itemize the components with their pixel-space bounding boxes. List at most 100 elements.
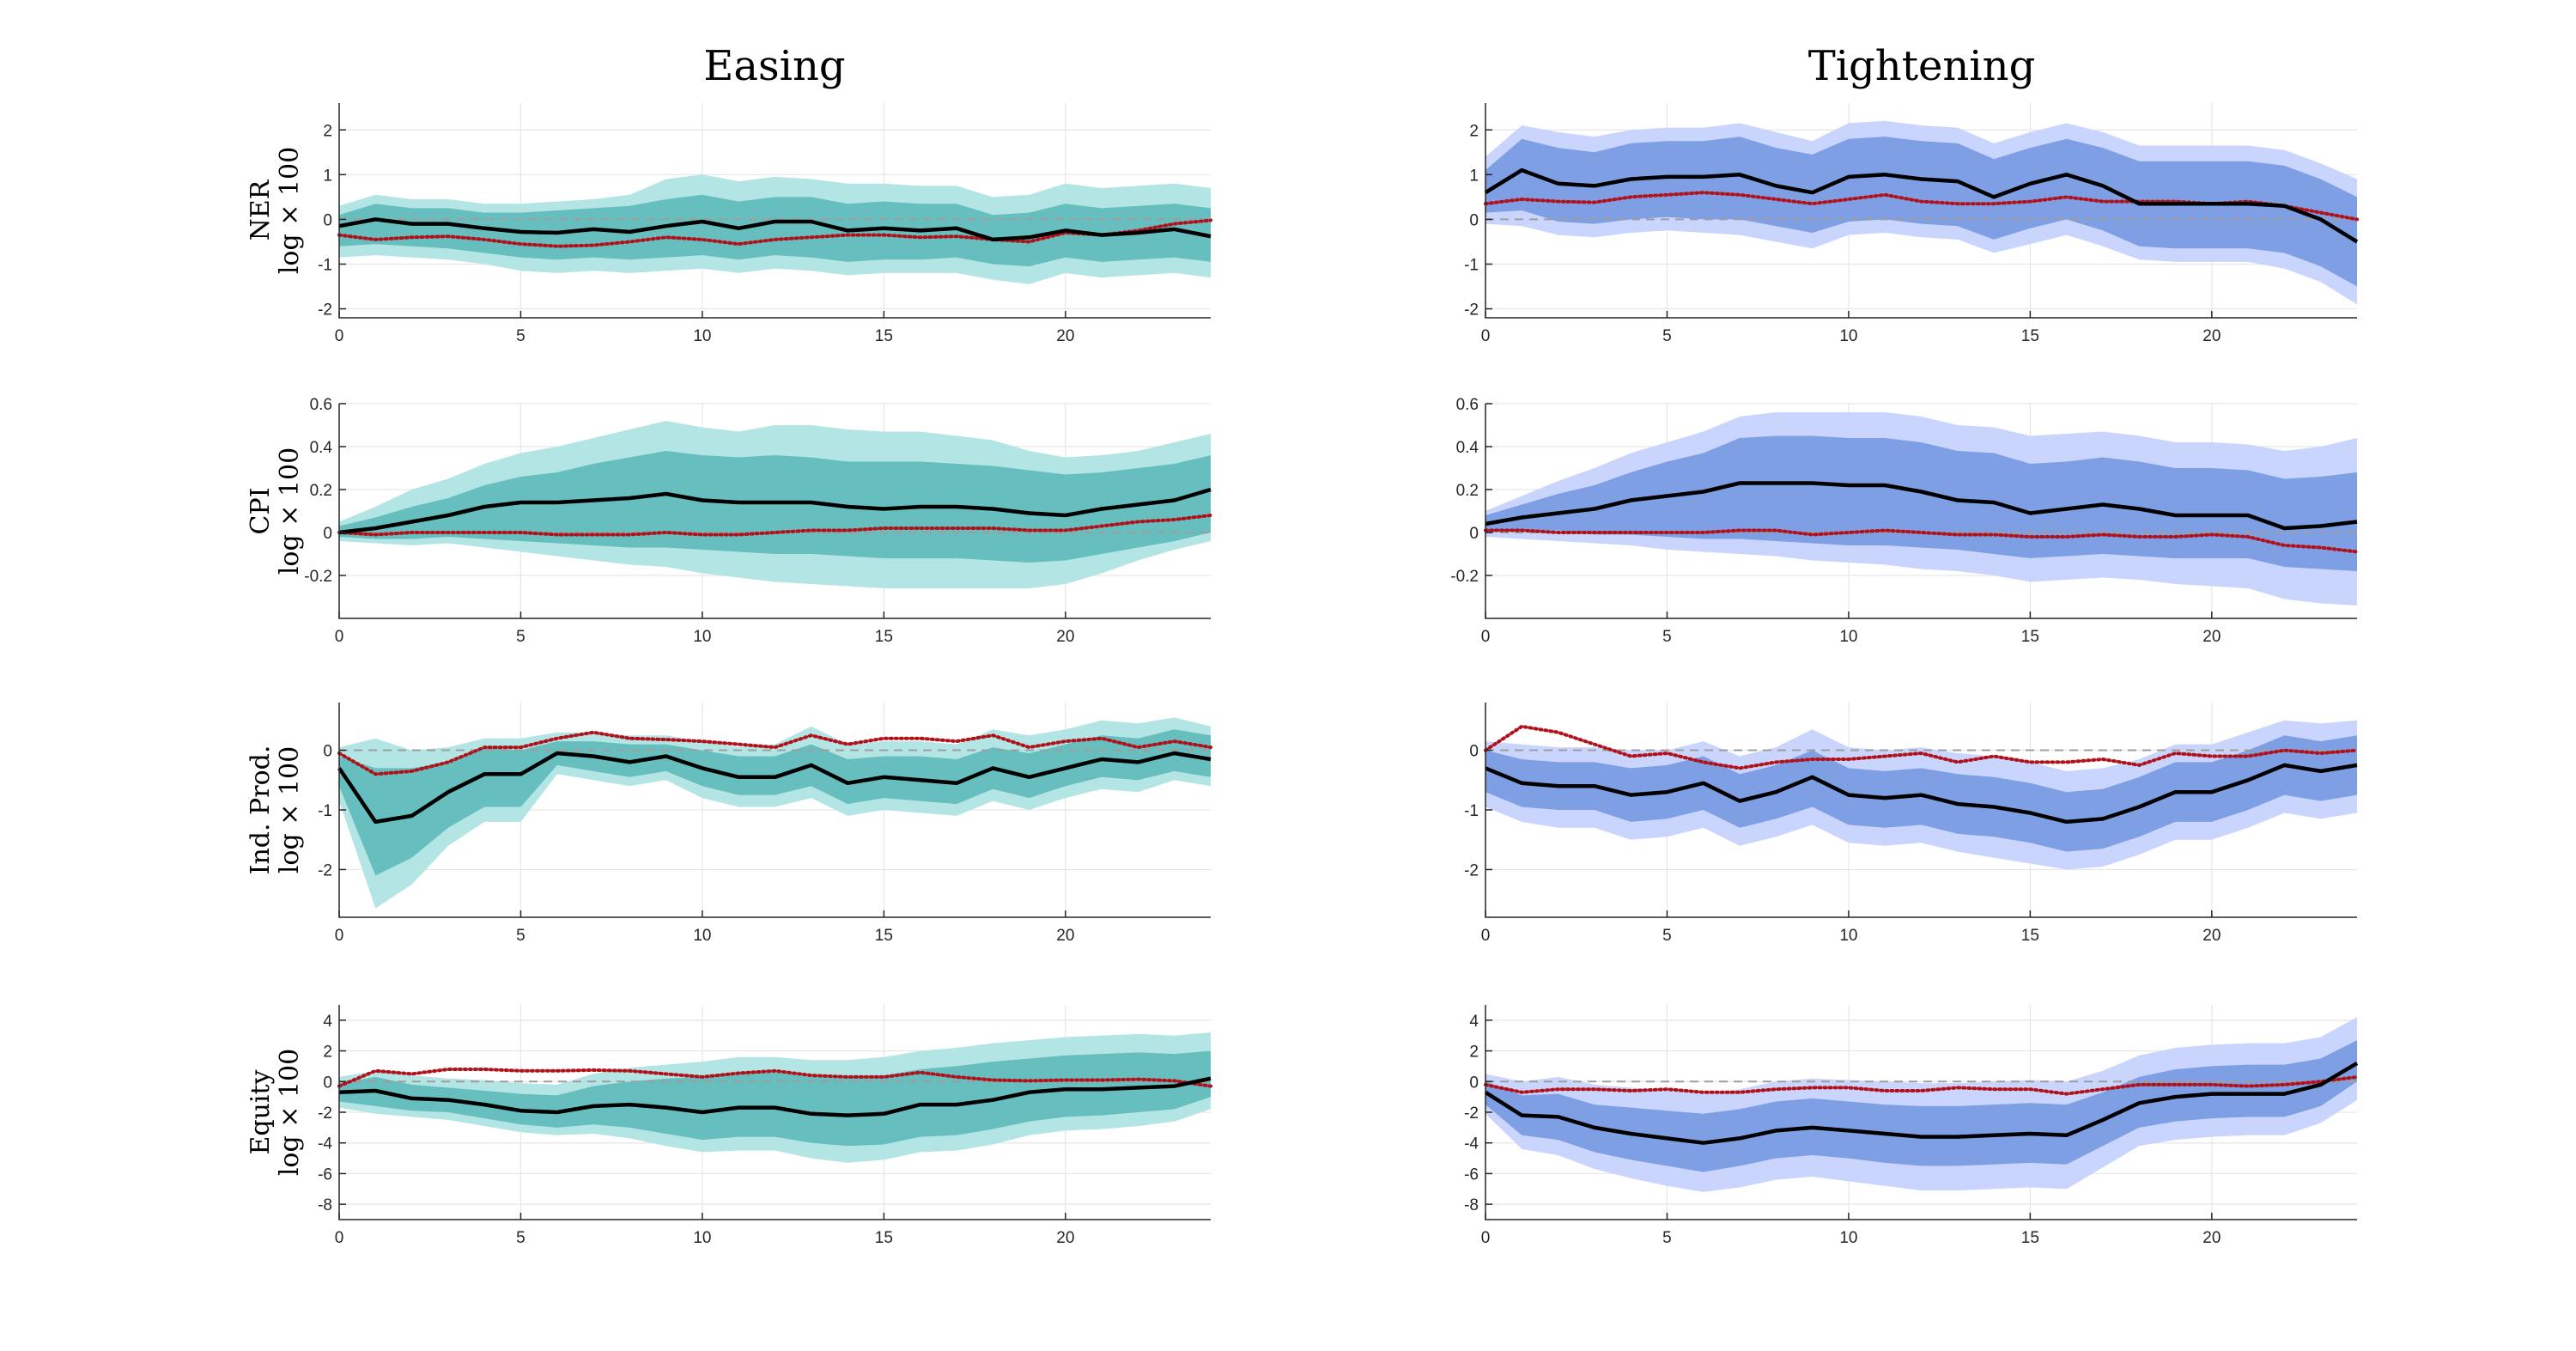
- y-tick-label: 2: [1469, 1044, 1479, 1062]
- y-tick-label: -1: [1464, 257, 1479, 275]
- x-tick-label: 15: [875, 628, 893, 646]
- y-tick-label: 2: [323, 1044, 332, 1062]
- y-axis-label-units: log × 100: [275, 746, 305, 873]
- reference-line-tightening-3: [1484, 724, 2359, 770]
- x-tick-label: 20: [2202, 327, 2221, 345]
- x-tick-label: 15: [875, 327, 893, 345]
- x-tick-label: 5: [516, 628, 526, 646]
- y-tick-label: -8: [1464, 1196, 1479, 1214]
- y-axis-label-variable: CPI: [246, 488, 276, 535]
- inner-band-easing-3: [339, 729, 1211, 876]
- y-tick-label: 0.2: [1456, 482, 1479, 500]
- y-tick-label: 0.4: [1456, 439, 1479, 457]
- x-tick-label: 0: [1481, 1229, 1491, 1247]
- x-tick-label: 5: [516, 927, 526, 945]
- y-axis-label-units: log × 100: [275, 147, 305, 274]
- x-tick-label: 10: [1839, 327, 1857, 345]
- x-tick-label: 5: [1662, 1229, 1672, 1247]
- column-title-easing: Easing: [703, 42, 845, 90]
- y-tick-label: -6: [1464, 1165, 1479, 1184]
- y-axis-label-variable: NER: [246, 179, 276, 240]
- x-tick-label: 20: [1056, 927, 1074, 945]
- panel-tightening-4: 0 5 10 15 20 -8 -6 -4 -2 0 2 4: [1464, 1005, 2359, 1247]
- y-tick-label: 2: [1469, 122, 1479, 140]
- x-tick-label: 10: [1839, 1229, 1857, 1247]
- x-tick-label: 15: [2021, 927, 2039, 945]
- column-title-tightening: Tightening: [1808, 42, 2036, 90]
- panel-tightening-3: 0 5 10 15 20 -2 -1 0: [1464, 703, 2359, 945]
- y-tick-label: 0: [1469, 743, 1479, 761]
- x-tick-label: 10: [693, 927, 711, 945]
- y-tick-label: 0: [1469, 525, 1479, 543]
- x-tick-label: 15: [875, 1229, 893, 1247]
- panel-tightening-1: 0 5 10 15 20 -2 -1 0 1 2: [1464, 103, 2359, 345]
- y-tick-label: 0: [323, 743, 332, 761]
- x-tick-label: 0: [1481, 628, 1491, 646]
- x-tick-label: 10: [693, 327, 711, 345]
- x-tick-label: 5: [1662, 327, 1672, 345]
- y-tick-label: 0: [323, 211, 332, 229]
- x-tick-label: 0: [1481, 327, 1491, 345]
- x-tick-label: 20: [1056, 628, 1074, 646]
- median-line-tightening-2: [1485, 481, 2358, 531]
- reference-line-easing-4: [337, 1068, 1212, 1088]
- reference-line-easing-2: [337, 514, 1212, 537]
- y-tick-label: -8: [318, 1196, 332, 1214]
- y-axis-label-units: log × 100: [275, 447, 305, 575]
- y-axis-label-variable: Ind. Prod.: [246, 745, 276, 875]
- y-axis-label-units: log × 100: [275, 1049, 305, 1176]
- y-tick-label: -2: [318, 1105, 332, 1123]
- y-tick-label: 1: [323, 167, 332, 185]
- y-tick-label: -6: [318, 1165, 332, 1184]
- x-tick-label: 10: [693, 628, 711, 646]
- y-tick-label: 1: [1469, 167, 1479, 185]
- x-tick-label: 15: [875, 927, 893, 945]
- y-tick-label: 0: [1469, 1074, 1479, 1092]
- y-tick-label: -1: [1464, 802, 1479, 820]
- x-tick-label: 0: [335, 1229, 344, 1247]
- x-tick-label: 15: [2021, 327, 2039, 345]
- y-tick-label: 0.6: [1456, 396, 1479, 414]
- y-tick-label: 0: [323, 1074, 332, 1092]
- x-tick-label: 5: [516, 327, 526, 345]
- y-tick-label: -0.2: [304, 568, 332, 586]
- y-tick-label: 0: [1469, 211, 1479, 229]
- y-tick-label: -2: [1464, 861, 1479, 879]
- panel-easing-4: 0 5 10 15 20 -8 -6 -4 -2 0 2 4 Equity log × 100: [246, 1005, 1212, 1247]
- x-tick-label: 10: [1839, 927, 1857, 945]
- reference-line-tightening-2: [1484, 528, 2359, 554]
- y-tick-label: 2: [323, 122, 332, 140]
- reference-line-easing-3: [337, 730, 1212, 776]
- inner-band-easing-4: [339, 1050, 1211, 1147]
- x-tick-label: 20: [1056, 327, 1074, 345]
- y-tick-label: 0: [323, 525, 332, 543]
- y-tick-label: 0.4: [310, 439, 333, 457]
- median-line-tightening-1: [1484, 167, 2359, 244]
- y-tick-label: -0.2: [1450, 568, 1479, 586]
- y-tick-label: 4: [1469, 1013, 1479, 1031]
- y-tick-label: -4: [318, 1135, 332, 1153]
- y-tick-label: 0.6: [310, 396, 332, 414]
- panel-tightening-2: 0 5 10 15 20 -0.2 0 0.2 0.4 0.6: [1450, 396, 2359, 646]
- y-tick-label: 4: [323, 1013, 332, 1031]
- y-tick-label: -2: [318, 301, 332, 319]
- median-line-easing-1: [338, 217, 1212, 242]
- median-line-easing-4: [338, 1076, 1212, 1117]
- x-tick-label: 15: [2021, 628, 2039, 646]
- x-tick-label: 0: [335, 628, 344, 646]
- x-tick-label: 0: [1481, 927, 1491, 945]
- panel-easing-2: 0 5 10 15 20 -0.2 0 0.2 0.4 0.6 CPI log × 100: [246, 396, 1212, 646]
- x-tick-label: 20: [2202, 927, 2221, 945]
- y-tick-label: -2: [318, 861, 332, 879]
- x-tick-label: 10: [1839, 628, 1857, 646]
- reference-line-easing-1: [337, 218, 1212, 248]
- reference-line-tightening-4: [1484, 1074, 2359, 1096]
- x-tick-label: 20: [2202, 1229, 2221, 1247]
- x-tick-label: 20: [2202, 628, 2221, 646]
- x-tick-label: 5: [516, 1229, 526, 1247]
- x-tick-label: 5: [1662, 628, 1672, 646]
- panel-easing-3: 0 5 10 15 20 -2 -1 0 Ind. Prod. log × 100: [246, 703, 1212, 945]
- y-tick-label: -1: [318, 802, 332, 820]
